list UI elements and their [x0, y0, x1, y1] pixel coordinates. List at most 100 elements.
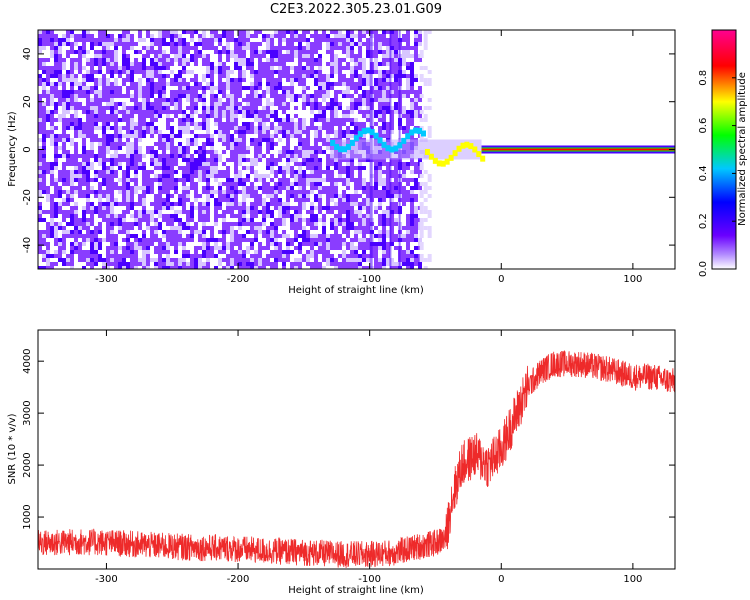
- heatmap-cell: [174, 202, 178, 206]
- heatmap-cell: [270, 90, 274, 94]
- heatmap-cell: [326, 94, 330, 98]
- heatmap-cell: [90, 162, 94, 170]
- heatmap-cell: [198, 134, 202, 138]
- heatmap-cell: [362, 230, 366, 234]
- heatmap-cell: [218, 246, 222, 250]
- heatmap-cell: [423, 170, 428, 174]
- heatmap-signal-blob: [420, 130, 426, 137]
- heatmap-cell: [66, 70, 70, 74]
- heatmap-cell: [378, 106, 382, 110]
- heatmap-cell: [423, 78, 428, 82]
- heatmap-cell: [46, 266, 50, 269]
- heatmap-cell: [230, 246, 234, 254]
- heatmap-cell: [306, 102, 310, 106]
- heatmap-cell: [270, 78, 274, 82]
- heatmap-cell: [126, 174, 130, 178]
- heatmap-cell: [78, 246, 82, 250]
- heatmap-cell: [170, 126, 174, 134]
- heatmap-cell: [38, 202, 42, 206]
- heatmap-cell: [423, 42, 428, 46]
- heatmap-cell: [366, 214, 370, 218]
- heatmap-cell: [46, 130, 50, 138]
- heatmap-cell: [406, 42, 410, 50]
- heatmap-cell: [70, 50, 74, 54]
- heatmap-cell: [82, 174, 86, 178]
- heatmap-cell: [266, 166, 270, 170]
- heatmap-cell: [210, 138, 214, 142]
- heatmap-cell: [134, 158, 138, 162]
- heatmap-cell: [346, 266, 350, 269]
- heatmap-signal-blob: [361, 128, 367, 135]
- heatmap-cell: [90, 118, 94, 122]
- heatmap-cell: [82, 74, 86, 78]
- heatmap-cell: [110, 50, 114, 58]
- heatmap-cell: [226, 190, 230, 194]
- heatmap-cell: [122, 250, 126, 258]
- heatmap-cell: [54, 38, 58, 42]
- heatmap-cell: [74, 106, 78, 110]
- heatmap-cell: [242, 46, 246, 50]
- heatmap-cell: [254, 202, 258, 206]
- heatmap-cell: [286, 238, 290, 242]
- heatmap-cell: [50, 254, 54, 258]
- heatmap-cell: [118, 158, 122, 162]
- heatmap-cell: [330, 262, 334, 266]
- heatmap-cell: [138, 82, 142, 90]
- heatmap-cell: [394, 206, 398, 214]
- heatmap-cell: [358, 38, 362, 42]
- heatmap-cell: [170, 70, 174, 74]
- heatmap-cell: [110, 262, 114, 266]
- heatmap-cell: [182, 166, 186, 170]
- heatmap-cell: [198, 126, 202, 130]
- heatmap-cell: [238, 94, 242, 98]
- heatmap-cell: [266, 158, 270, 166]
- heatmap-cell: [350, 166, 354, 170]
- heatmap-cell: [114, 50, 118, 54]
- heatmap-cell: [258, 114, 262, 118]
- heatmap-cell: [262, 246, 266, 250]
- heatmap-cell: [338, 78, 342, 82]
- heatmap-cell: [386, 30, 390, 34]
- heatmap-cell: [86, 258, 90, 262]
- heatmap-cell: [86, 202, 90, 210]
- heatmap-cell: [126, 74, 130, 82]
- heatmap-cell: [106, 62, 110, 70]
- heatmap-cell: [250, 66, 254, 70]
- heatmap-cell: [166, 82, 170, 86]
- heatmap-cell: [258, 194, 262, 202]
- heatmap-cell: [170, 134, 174, 138]
- heatmap-cell: [310, 238, 314, 242]
- heatmap-cell: [210, 194, 214, 198]
- heatmap-cell: [346, 86, 350, 90]
- heatmap-cell: [354, 102, 358, 110]
- heatmap-cell: [390, 170, 394, 178]
- heatmap-cell: [78, 190, 82, 198]
- heatmap-cell: [182, 110, 186, 114]
- heatmap-cell: [427, 98, 432, 102]
- heatmap-cell: [298, 74, 302, 78]
- heatmap-cell: [410, 74, 414, 78]
- heatmap-cell: [374, 226, 378, 230]
- heatmap-cell: [106, 90, 110, 94]
- heatmap-cell: [130, 186, 134, 194]
- heatmap-cell: [290, 174, 294, 178]
- heatmap-cell: [178, 38, 182, 46]
- heatmap-cell: [274, 158, 278, 166]
- heatmap-cell: [342, 262, 346, 269]
- heatmap-cell: [362, 98, 366, 102]
- heatmap-cell: [162, 182, 166, 186]
- heatmap-cell: [82, 162, 86, 166]
- heatmap-cell: [310, 34, 314, 38]
- heatmap-cell: [410, 194, 414, 198]
- heatmap-cell: [222, 46, 226, 50]
- heatmap-cell: [266, 50, 270, 54]
- heatmap-cell: [142, 46, 146, 50]
- heatmap-cell: [158, 114, 162, 118]
- heatmap-cell: [246, 266, 250, 269]
- heatmap-cell: [70, 198, 74, 202]
- heatmap-cell: [178, 218, 182, 222]
- heatmap-cell: [286, 258, 290, 262]
- heatmap-cell: [222, 130, 226, 134]
- heatmap-cell: [302, 218, 306, 222]
- heatmap-cell: [362, 110, 366, 114]
